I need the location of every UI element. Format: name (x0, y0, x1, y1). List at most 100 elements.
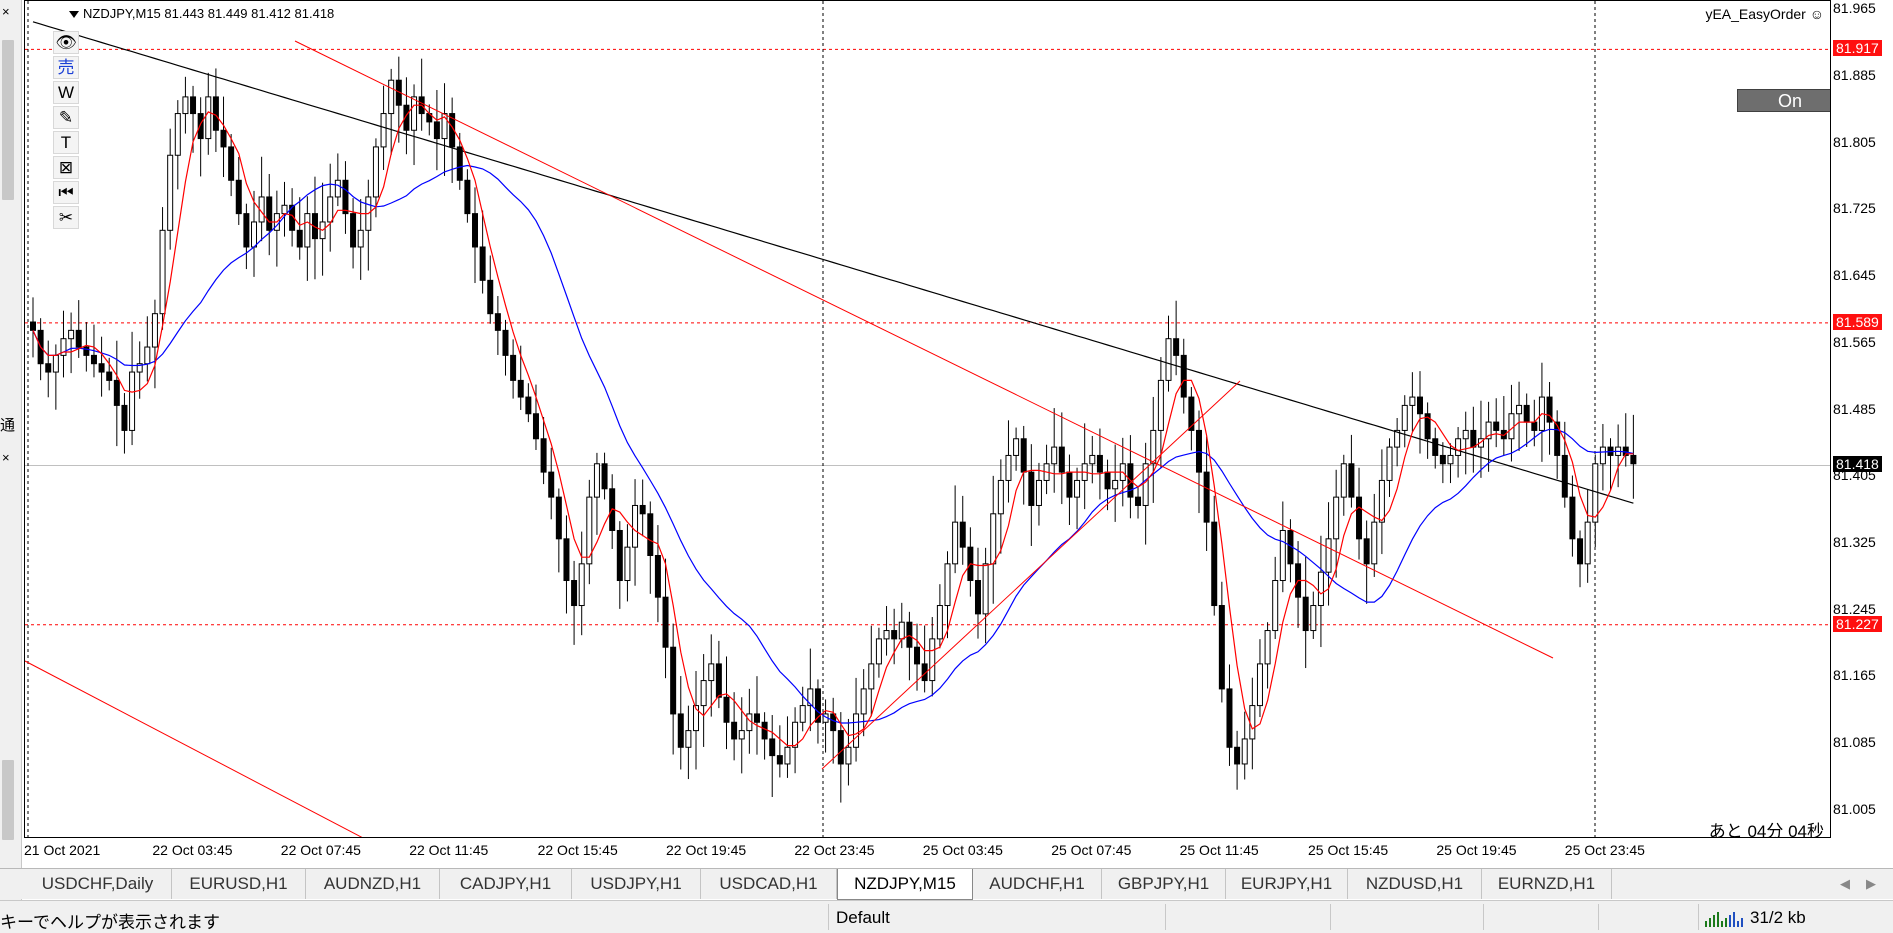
candle-body (1150, 429, 1157, 465)
chart-tab[interactable]: GBPJPY,H1 (1102, 869, 1226, 899)
navigator-scrollbar[interactable] (2, 40, 14, 200)
screenshot-icon[interactable]: ⊠ (53, 156, 79, 179)
candle-body (1028, 471, 1035, 506)
time-label: 25 Oct 03:45 (922, 842, 1003, 858)
candle-body (1394, 429, 1401, 448)
candle-body (304, 213, 311, 248)
chart-tab[interactable]: EURJPY,H1 (1226, 869, 1348, 899)
candle-body (1531, 421, 1538, 431)
scissors-icon[interactable]: ✂ (53, 206, 79, 229)
candle-body (281, 204, 288, 215)
pencil-icon[interactable]: ✎ (53, 106, 79, 129)
price-label: 81.965 (1833, 0, 1876, 17)
tab-scroll-left-icon[interactable]: ◀ (1840, 876, 1850, 891)
candle-body (1340, 463, 1347, 498)
candle-body (190, 96, 197, 115)
candle-body (586, 496, 593, 565)
status-bar: キーでヘルプが表示されます Default 31/2 kb (0, 900, 1893, 933)
candle-body (1493, 421, 1500, 431)
candle-body (1401, 404, 1408, 431)
candle-body (1630, 454, 1637, 465)
candle-body (1516, 404, 1523, 415)
candle-body (68, 329, 75, 340)
candle-body (456, 146, 463, 181)
candle-body (1066, 471, 1073, 498)
status-separator (828, 904, 829, 930)
candle-body (875, 638, 882, 665)
candle-body (1249, 705, 1256, 740)
chart-window[interactable]: NZDJPY,M15 81.443 81.449 81.412 81.418 y… (24, 0, 1831, 838)
rewind-icon[interactable]: ⏮ (53, 181, 79, 204)
candle-body (1112, 479, 1119, 490)
dropdown-triangle-icon[interactable] (69, 11, 79, 19)
close-navigator-icon[interactable]: × (2, 4, 10, 19)
chart-tab[interactable]: AUDNZD,H1 (306, 869, 440, 899)
candle-body (563, 538, 570, 582)
eye-icon[interactable]: 👁 (53, 31, 79, 54)
close-panel-icon[interactable]: × (2, 450, 10, 465)
traffic-bar (1729, 915, 1731, 927)
ea-on-button[interactable]: On (1737, 89, 1830, 112)
candle-body (792, 721, 799, 748)
candle-body (624, 546, 631, 582)
candle-body (799, 705, 806, 723)
chart-tab[interactable]: CADJPY,H1 (440, 869, 572, 899)
candle-body (761, 721, 768, 740)
chart-tab[interactable]: USDJPY,H1 (572, 869, 701, 899)
price-label: 81.325 (1833, 533, 1876, 550)
candle-body (1157, 379, 1164, 431)
candle-body (814, 688, 821, 723)
chart-tab[interactable]: EURNZD,H1 (1482, 869, 1612, 899)
time-label: 22 Oct 03:45 (152, 842, 233, 858)
candle-body (1462, 429, 1469, 440)
traffic-bar (1717, 912, 1719, 927)
time-label: 22 Oct 11:45 (409, 842, 489, 858)
chart-tab[interactable]: EURUSD,H1 (172, 869, 306, 899)
chart-tab[interactable]: USDCHF,Daily (24, 869, 172, 899)
candle-body (197, 113, 204, 140)
chart-tab[interactable]: USDCAD,H1 (701, 869, 837, 899)
price-chart-canvas[interactable] (25, 1, 1831, 838)
candle-body (571, 580, 578, 607)
time-axis[interactable]: 21 Oct 2021 22 Oct 03:45 22 Oct 07:45 22 Oc… (24, 838, 1831, 868)
candle-body (784, 746, 791, 765)
price-axis[interactable]: 81.965 81.917 81.885 81.805 81.725 81.645 81.5… (1831, 0, 1893, 838)
chart-tab[interactable]: AUDCHF,H1 (973, 869, 1102, 899)
candle-body (182, 96, 189, 115)
traffic-bar (1709, 918, 1711, 927)
candle-body (228, 146, 235, 181)
candle-body (159, 229, 166, 315)
w-icon[interactable]: W (53, 81, 79, 104)
chart-tab[interactable]: NZDUSD,H1 (1348, 869, 1482, 899)
price-label: 81.725 (1833, 200, 1876, 217)
candle-body (990, 513, 997, 565)
candle-body (136, 363, 143, 373)
sell-icon[interactable]: 売 (53, 56, 79, 79)
candle-body (1226, 688, 1233, 748)
candle-body (129, 371, 136, 431)
candle-body (441, 113, 448, 140)
candle-body (327, 196, 334, 223)
candle-body (1104, 471, 1111, 490)
text-icon[interactable]: T (53, 131, 79, 154)
status-help-text: キーでヘルプが表示されます (0, 913, 220, 932)
status-traffic: 31/2 kb (1750, 908, 1806, 927)
candle-body (1561, 454, 1568, 498)
candle-body (144, 346, 151, 365)
candle-body (1523, 404, 1530, 423)
tab-scroll-right-icon[interactable]: ▶ (1866, 876, 1876, 891)
traffic-bar (1705, 921, 1707, 927)
status-separator (1598, 904, 1599, 930)
candle-body (350, 213, 357, 248)
status-separator (1483, 904, 1484, 930)
candle-body (1325, 538, 1332, 573)
candle-body (167, 154, 174, 231)
candle-body (296, 229, 303, 248)
trendline-up (821, 380, 1241, 770)
candle-body (75, 329, 82, 348)
panel-scrollbar[interactable] (2, 760, 14, 840)
candle-body (1020, 438, 1027, 473)
candle-body (959, 521, 966, 548)
chart-tab[interactable]: NZDJPY,M15 (837, 869, 973, 900)
candle-body (830, 713, 837, 732)
